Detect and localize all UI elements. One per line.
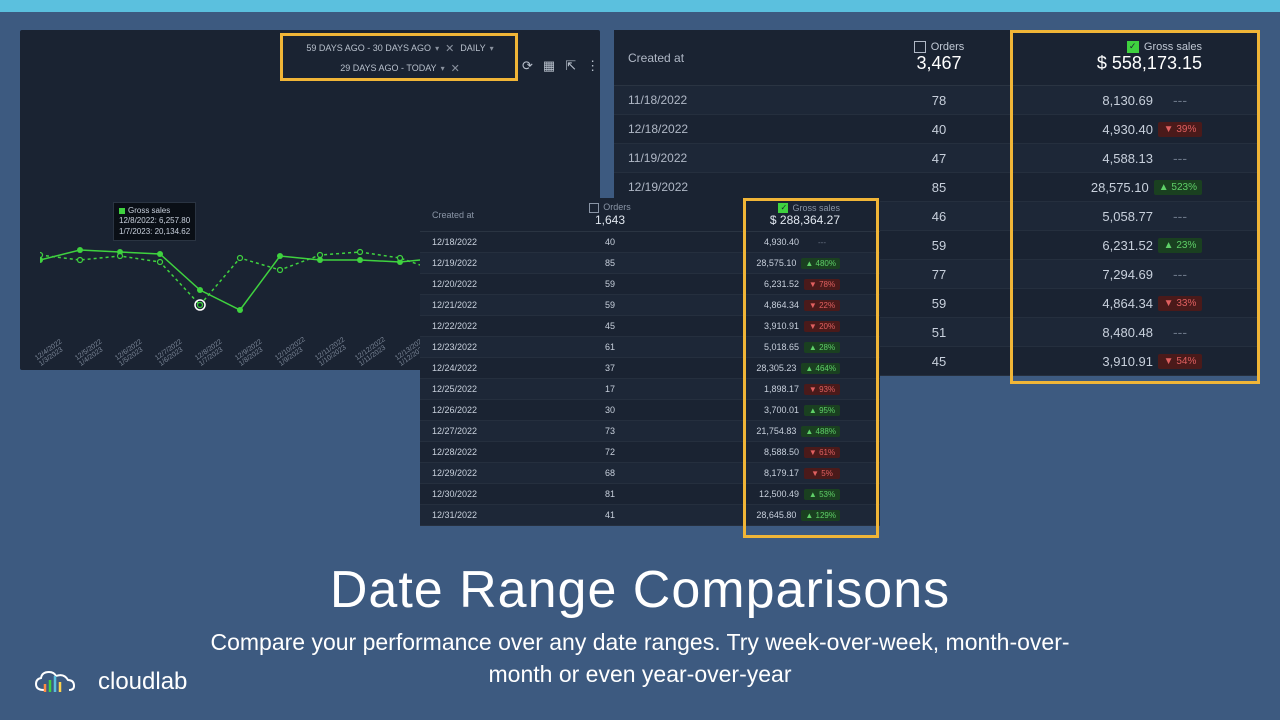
gross-sales-total: $ 288,364.27: [680, 213, 840, 227]
table-row[interactable]: 12/27/20227321,754.83▲ 488%: [420, 421, 880, 442]
table-row[interactable]: 11/19/2022474,588.13---: [614, 144, 1260, 173]
close-icon[interactable]: ✕: [445, 42, 454, 55]
date-range-2[interactable]: 29 DAYS AGO - TODAY▾: [340, 63, 444, 73]
table-row[interactable]: 12/24/20223728,305.23▲ 464%: [420, 358, 880, 379]
hero-title: Date Range Comparisons: [0, 560, 1280, 620]
top-bar: [0, 0, 1280, 12]
logo-text: cloudlab: [98, 668, 187, 696]
orders-total: 1,643: [540, 213, 680, 227]
checkbox-icon[interactable]: [589, 203, 599, 213]
table-header: Created at Orders 1,643 Gross sales $ 28…: [420, 198, 880, 232]
gross-sales-total: $ 558,173.15: [1014, 53, 1202, 74]
granularity-select[interactable]: DAILY▾: [460, 43, 493, 53]
chart-toolbar: ⟳ ▦ ⇱ ⋮: [522, 58, 599, 74]
orders-header[interactable]: Orders: [540, 202, 680, 213]
checkbox-icon[interactable]: [778, 203, 788, 213]
gross-sales-header[interactable]: Gross sales: [1014, 41, 1202, 53]
table-row[interactable]: 12/30/20228112,500.49▲ 53%: [420, 484, 880, 505]
refresh-icon[interactable]: ⟳: [522, 58, 533, 74]
hero-subtitle: Compare your performance over any date r…: [190, 626, 1090, 690]
date-range-1[interactable]: 59 DAYS AGO - 30 DAYS AGO▾: [306, 43, 439, 53]
table-row[interactable]: 12/18/2022404,930.40---: [420, 232, 880, 253]
table-row[interactable]: 12/20/2022596,231.52▼ 78%: [420, 274, 880, 295]
date-controls: 59 DAYS AGO - 30 DAYS AGO▾ ✕ DAILY▾ 29 D…: [284, 36, 516, 80]
table-row[interactable]: 12/29/2022688,179.17▼ 5%: [420, 463, 880, 484]
orders-header[interactable]: Orders: [864, 41, 1014, 53]
table-row[interactable]: 12/23/2022615,018.65▲ 28%: [420, 337, 880, 358]
table-row[interactable]: 12/19/20228528,575.10▲ 480%: [420, 253, 880, 274]
cloudlab-logo: cloudlab: [24, 662, 187, 702]
table-row[interactable]: 12/25/2022171,898.17▼ 93%: [420, 379, 880, 400]
series-color-dot: [119, 208, 125, 214]
column-created-at[interactable]: Created at: [420, 210, 540, 220]
hero-text: Date Range Comparisons Compare your perf…: [0, 560, 1280, 690]
more-icon[interactable]: ⋮: [586, 58, 599, 74]
export-icon[interactable]: ⇱: [565, 58, 576, 74]
chevron-down-icon: ▾: [435, 44, 439, 53]
column-created-at[interactable]: Created at: [614, 51, 864, 65]
table-row[interactable]: 12/26/2022303,700.01▲ 95%: [420, 400, 880, 421]
table-row[interactable]: 12/31/20224128,645.80▲ 129%: [420, 505, 880, 526]
table-row[interactable]: 12/18/2022404,930.40▼ 39%: [614, 115, 1260, 144]
table-row[interactable]: 12/22/2022453,910.91▼ 20%: [420, 316, 880, 337]
grid-icon[interactable]: ▦: [543, 58, 555, 74]
table-header: Created at Orders 3,467 Gross sales $ 55…: [614, 30, 1260, 86]
table-row[interactable]: 11/18/2022788,130.69---: [614, 86, 1260, 115]
gross-sales-header[interactable]: Gross sales: [680, 203, 840, 213]
table-row[interactable]: 12/28/2022728,588.50▼ 61%: [420, 442, 880, 463]
orders-total: 3,467: [864, 53, 1014, 74]
chevron-down-icon: ▾: [490, 44, 494, 53]
checkbox-icon[interactable]: [914, 41, 926, 53]
chevron-down-icon: ▾: [441, 64, 445, 73]
comparison-table-small: Created at Orders 1,643 Gross sales $ 28…: [420, 198, 880, 526]
table-row[interactable]: 12/21/2022594,864.34▼ 22%: [420, 295, 880, 316]
checkbox-icon[interactable]: [1127, 41, 1139, 53]
close-icon[interactable]: ✕: [451, 62, 460, 75]
chart-tooltip: Gross sales 12/8/2022: 6,257.80 1/7/2023…: [113, 202, 196, 241]
